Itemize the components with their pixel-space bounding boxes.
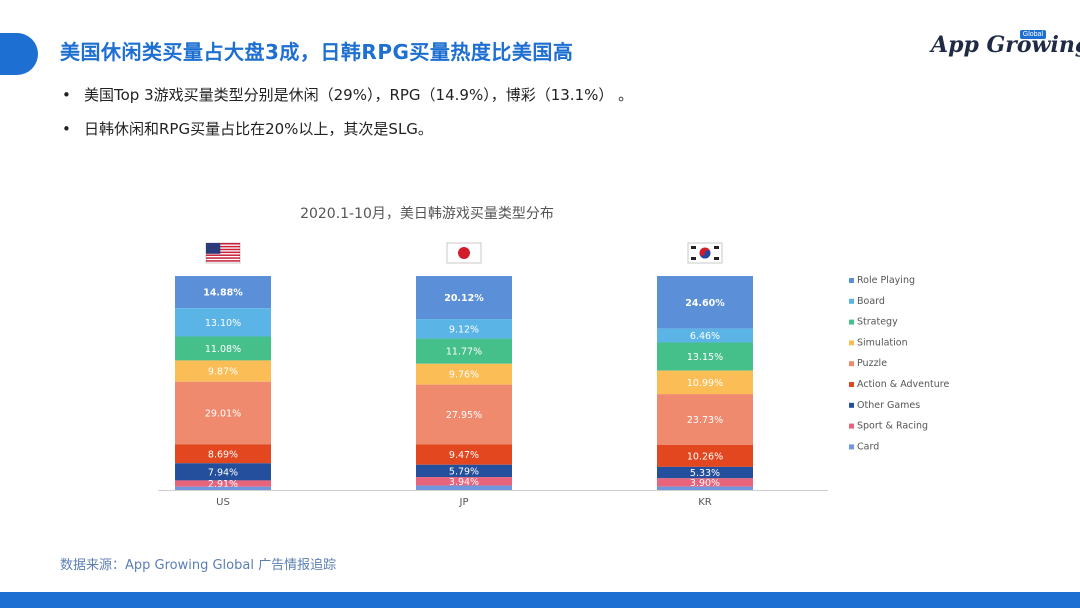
x-tick-label: US — [216, 497, 230, 508]
legend-swatch — [849, 278, 854, 283]
data-label: 10.99% — [687, 378, 723, 389]
data-label: 11.08% — [205, 344, 241, 355]
bar-segment — [657, 486, 753, 490]
legend-swatch — [849, 319, 854, 325]
bullet-dot: • — [62, 86, 71, 104]
x-tick-label: KR — [698, 497, 712, 508]
legend-swatch — [849, 382, 854, 387]
stacked-bar-chart: 2020.1-10月，美日韩游戏买量类型分布 14.88% 13.10% 11.08%… — [158, 206, 949, 508]
data-label: 13.15% — [687, 352, 723, 363]
footer-bar — [0, 592, 1080, 608]
bullet-text: 美国Top 3游戏买量类型分别是休闲（29%），RPG（14.9%），博彩（13… — [84, 86, 634, 104]
legend-label: Other Games — [857, 400, 920, 411]
page-title: 美国休闲类买量占大盘3成，日韩RPG买量热度比美国高 — [60, 40, 574, 64]
kr-flag-icon — [687, 242, 723, 264]
bar-segment — [416, 464, 512, 478]
title-accent-tab — [0, 33, 38, 75]
data-label: 8.69% — [208, 449, 238, 460]
bar-segment — [657, 342, 753, 371]
data-label: 9.76% — [449, 370, 479, 381]
data-label: 3.90% — [690, 478, 720, 489]
bar-segment — [657, 466, 753, 479]
bar-segment — [416, 276, 512, 320]
legend-swatch — [849, 423, 854, 429]
bar-segment — [657, 370, 753, 395]
bar-segment — [416, 477, 512, 486]
bar-segment — [657, 478, 753, 487]
data-label: 14.88% — [203, 288, 243, 299]
legend-swatch — [849, 340, 854, 346]
data-label: 6.46% — [690, 331, 720, 342]
bar-segment — [657, 444, 753, 467]
data-label: 13.10% — [205, 318, 241, 329]
logo-text: App Growing — [931, 32, 1080, 58]
bar-segment — [175, 360, 271, 382]
data-label: 2.91% — [208, 479, 238, 490]
logo-badge: Global — [1019, 30, 1046, 39]
legend-label: Strategy — [857, 317, 898, 328]
bar-segment — [416, 485, 512, 490]
bar-segment — [416, 319, 512, 339]
legend-swatch — [849, 298, 854, 304]
us-flag-icon — [205, 242, 241, 264]
bar-segment — [416, 444, 512, 465]
legend-swatch — [849, 444, 854, 450]
legend-label: Board — [857, 296, 885, 307]
legend-label: Sport & Racing — [857, 421, 928, 432]
bar-segment — [416, 363, 512, 385]
bar-segment — [416, 338, 512, 364]
bar-segment — [175, 444, 271, 464]
data-label: 5.33% — [690, 468, 720, 479]
legend-label: Role Playing — [857, 275, 915, 286]
bullet-item: • 日韩休闲和RPG买量占比在20%以上，其次是SLG。 — [62, 112, 633, 146]
data-label: 23.73% — [687, 415, 723, 426]
bar-segment — [657, 394, 753, 445]
legend-swatch — [849, 402, 854, 408]
x-tick-label: JP — [459, 497, 469, 508]
bullet-text: 日韩休闲和RPG买量占比在20%以上，其次是SLG。 — [84, 120, 433, 138]
data-label: 11.77% — [446, 347, 482, 358]
bar-segment — [175, 276, 271, 309]
bar-segment — [175, 463, 271, 481]
bar-segment — [416, 384, 512, 445]
bar-segment — [175, 381, 271, 445]
data-label: 9.12% — [449, 324, 479, 335]
data-label: 29.01% — [205, 409, 241, 420]
bullet-list: • 美国Top 3游戏买量类型分别是休闲（29%），RPG（14.9%），博彩（1… — [62, 78, 633, 146]
data-label: 27.95% — [446, 410, 482, 421]
data-source-note: 数据来源：App Growing Global 广告情报追踪 — [60, 558, 337, 573]
data-label: 3.94% — [449, 477, 479, 488]
legend-swatch — [849, 361, 854, 367]
bullet-item: • 美国Top 3游戏买量类型分别是休闲（29%），RPG（14.9%），博彩（1… — [62, 78, 633, 112]
chart-title: 2020.1-10月，美日韩游戏买量类型分布 — [300, 206, 554, 222]
bullet-dot: • — [62, 120, 71, 138]
data-label: 20.12% — [444, 293, 484, 304]
data-label: 9.87% — [208, 367, 238, 378]
bar-segment — [175, 486, 271, 490]
data-label: 24.60% — [685, 298, 725, 309]
bar-segment — [657, 276, 753, 329]
bar-segment — [657, 328, 753, 343]
bar-segment — [175, 480, 271, 487]
app-growing-logo: App Growing Global — [931, 30, 1080, 66]
data-label: 9.47% — [449, 450, 479, 461]
bar-segment — [175, 308, 271, 337]
legend-label: Puzzle — [857, 358, 887, 369]
data-label: 7.94% — [208, 467, 238, 478]
bar-segment — [175, 336, 271, 361]
legend-label: Action & Adventure — [857, 379, 949, 390]
legend-label: Simulation — [857, 337, 908, 348]
data-label: 5.79% — [449, 466, 479, 477]
legend-label: Card — [857, 441, 879, 452]
jp-flag-icon — [446, 242, 482, 264]
data-label: 10.26% — [687, 451, 723, 462]
